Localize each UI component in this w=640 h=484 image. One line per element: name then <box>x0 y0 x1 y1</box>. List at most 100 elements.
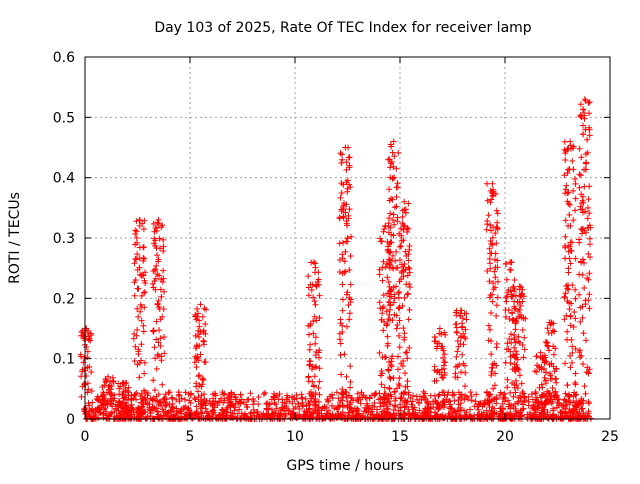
data-point <box>562 190 569 197</box>
data-point <box>198 402 205 409</box>
data-point <box>376 299 383 306</box>
data-point <box>100 411 107 418</box>
data-point <box>309 378 316 385</box>
data-point <box>507 287 514 294</box>
data-point <box>196 317 203 324</box>
data-point <box>387 210 394 217</box>
data-point <box>142 408 149 415</box>
data-point <box>102 405 109 412</box>
data-point <box>343 166 350 173</box>
data-point <box>490 188 497 195</box>
data-point <box>83 372 90 379</box>
data-point <box>382 390 389 397</box>
data-point <box>115 380 122 387</box>
data-point <box>391 221 398 228</box>
data-point <box>457 307 464 314</box>
data-point <box>85 411 92 418</box>
y-axis-label: ROTI / TECUs <box>7 192 23 284</box>
data-point <box>539 392 546 399</box>
data-point <box>157 342 164 349</box>
data-point <box>312 334 319 341</box>
data-point <box>384 395 391 402</box>
data-point <box>159 381 166 388</box>
data-point <box>485 337 492 344</box>
data-point <box>155 352 162 359</box>
data-point <box>305 322 312 329</box>
data-point <box>573 408 580 415</box>
data-point <box>388 158 395 165</box>
data-point <box>344 177 351 184</box>
data-point <box>496 392 503 399</box>
data-point <box>200 337 207 344</box>
data-point <box>403 349 410 356</box>
data-point <box>347 281 354 288</box>
data-point <box>532 368 539 375</box>
data-point <box>494 294 501 301</box>
data-point <box>255 401 262 408</box>
data-point <box>400 221 407 228</box>
data-point <box>197 328 204 335</box>
data-point <box>138 399 145 406</box>
data-point <box>422 405 429 412</box>
data-point <box>486 390 493 397</box>
data-point <box>384 342 391 349</box>
data-point <box>138 292 145 299</box>
data-point <box>491 382 498 389</box>
data-point <box>132 241 139 248</box>
data-point <box>337 351 344 358</box>
data-point <box>492 230 499 237</box>
data-point <box>385 316 392 323</box>
data-point <box>346 401 353 408</box>
data-point <box>346 162 353 169</box>
data-point <box>134 305 141 312</box>
data-point <box>343 373 350 380</box>
data-point <box>170 403 177 410</box>
data-point <box>196 342 203 349</box>
data-point <box>151 344 158 351</box>
data-point <box>462 369 469 376</box>
data-point <box>169 395 176 402</box>
data-point <box>511 381 518 388</box>
data-point <box>398 360 405 367</box>
data-point <box>236 406 243 413</box>
data-point <box>310 294 317 301</box>
data-point <box>314 409 321 416</box>
data-point <box>585 225 592 232</box>
data-point <box>150 328 157 335</box>
data-point <box>405 257 412 264</box>
data-point <box>157 286 164 293</box>
data-point <box>405 226 412 233</box>
data-point <box>510 393 517 400</box>
data-point <box>487 199 494 206</box>
data-point <box>160 305 167 312</box>
data-point <box>131 260 138 267</box>
data-point <box>581 96 588 103</box>
data-point <box>410 392 417 399</box>
data-point <box>153 405 160 412</box>
data-point <box>538 409 545 416</box>
data-point <box>381 384 388 391</box>
data-point <box>345 392 352 399</box>
data-point <box>155 391 162 398</box>
data-point <box>140 328 147 335</box>
data-point <box>387 401 394 408</box>
data-point <box>577 401 584 408</box>
data-point <box>311 298 318 305</box>
data-point <box>160 334 167 341</box>
data-point <box>538 399 545 406</box>
data-point <box>278 411 285 418</box>
data-points <box>77 96 594 422</box>
data-point <box>555 400 562 407</box>
data-point <box>392 283 399 290</box>
data-point <box>313 283 320 290</box>
data-point <box>462 392 469 399</box>
data-point <box>565 166 572 173</box>
data-point <box>440 414 447 421</box>
grid <box>85 57 610 419</box>
data-point <box>486 294 493 301</box>
data-point <box>490 385 497 392</box>
x-tick-label: 10 <box>286 429 304 445</box>
data-point <box>193 316 200 323</box>
data-point <box>395 353 401 360</box>
data-point <box>101 382 108 389</box>
